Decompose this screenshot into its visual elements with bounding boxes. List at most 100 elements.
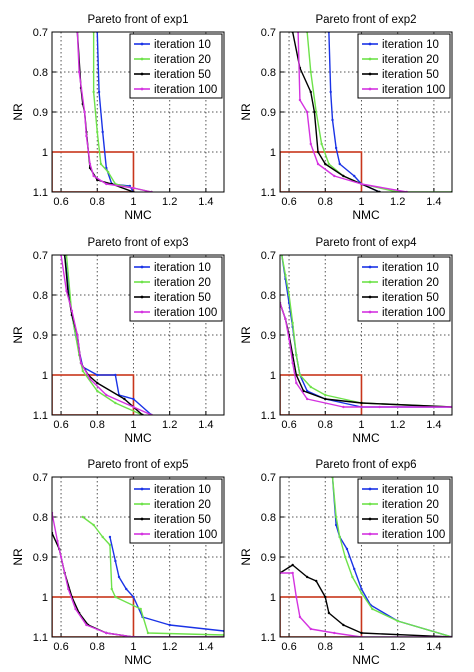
legend-marker (140, 72, 144, 76)
x-tick-label: 0.8 (90, 419, 105, 431)
data-point (295, 353, 298, 357)
data-point (88, 162, 92, 166)
legend-marker (140, 517, 144, 521)
data-point (81, 369, 84, 373)
data-point (295, 595, 298, 599)
data-point (123, 397, 126, 401)
data-point (65, 289, 68, 293)
data-point (96, 381, 99, 385)
data-point (56, 539, 59, 543)
x-axis-label: NMC (124, 208, 152, 222)
data-point (83, 110, 86, 114)
legend: iteration 10 iteration 20 iteration 50 iter… (357, 33, 451, 99)
legend-marker (368, 517, 372, 521)
target-region-box (280, 596, 363, 637)
data-point (291, 563, 294, 567)
data-point (342, 405, 345, 409)
data-point (305, 397, 309, 401)
legend-marker (368, 280, 372, 284)
data-point (97, 90, 101, 94)
data-point (139, 607, 142, 611)
data-point (168, 623, 171, 627)
data-point (324, 162, 327, 166)
legend-marker (368, 87, 372, 91)
legend-label: iteration 50 (154, 69, 211, 81)
data-point (324, 397, 327, 401)
data-point (77, 70, 81, 74)
legend-label: iteration 50 (382, 69, 439, 81)
legend-marker (140, 57, 144, 61)
data-point (101, 535, 104, 539)
x-tick-label: 0.8 (90, 641, 105, 653)
legend-marker (368, 532, 372, 536)
x-tick-label: 1 (130, 641, 136, 653)
data-point (287, 337, 291, 341)
data-point (85, 623, 88, 627)
data-point (108, 535, 112, 539)
target-region-box (52, 374, 135, 415)
y-tick-label: 0.8 (261, 67, 276, 79)
data-point (320, 142, 323, 146)
x-axis-label: NMC (352, 653, 380, 667)
legend-label: iteration 20 (154, 277, 211, 289)
data-point (313, 110, 316, 114)
chart-title: Pareto front of exp3 (87, 237, 188, 249)
data-point (360, 401, 363, 405)
data-point (59, 555, 63, 559)
legend-label: iteration 100 (154, 529, 217, 541)
data-point (146, 631, 150, 635)
y-axis-label: NR (11, 326, 25, 344)
legend-label: iteration 50 (154, 292, 211, 304)
data-point (329, 90, 332, 94)
axes-frame (51, 31, 225, 193)
x-tick-label: 1.4 (198, 419, 213, 431)
legend-label: iteration 100 (382, 529, 445, 541)
y-tick-label: 0.7 (33, 472, 48, 484)
x-axis-label: NMC (352, 431, 380, 445)
data-point (132, 397, 135, 401)
data-point (67, 587, 70, 591)
data-point (360, 587, 363, 591)
legend-marker (368, 310, 372, 314)
y-tick-label: 1 (42, 147, 48, 159)
x-tick-label: 1 (358, 196, 364, 208)
data-point (125, 587, 128, 591)
data-point (343, 555, 347, 559)
chart-title: Pareto front of exp1 (87, 14, 188, 26)
legend-label: iteration 20 (154, 54, 211, 66)
x-tick-label: 1.2 (390, 419, 405, 431)
y-axis-label: NR (239, 548, 253, 566)
target-region-box (52, 151, 135, 192)
x-tick-label: 1.2 (162, 196, 177, 208)
data-point (291, 321, 294, 325)
data-point (360, 182, 363, 186)
x-tick-label: 0.6 (53, 419, 68, 431)
data-point (291, 361, 294, 365)
data-point (114, 373, 117, 377)
y-axis-label: NR (11, 548, 25, 566)
data-point (324, 595, 327, 599)
y-tick-label: 0.8 (33, 290, 48, 302)
y-tick-label: 0.9 (261, 330, 276, 342)
data-point (378, 405, 381, 409)
y-tick-label: 0.9 (33, 107, 48, 119)
legend-marker (140, 265, 144, 269)
data-point (96, 130, 99, 134)
data-point (88, 377, 92, 381)
data-point (353, 567, 356, 571)
chart-title: Pareto front of exp5 (87, 459, 188, 471)
x-tick-label: 0.6 (281, 641, 296, 653)
legend-label: iteration 10 (382, 262, 439, 274)
x-tick-label: 0.8 (90, 196, 105, 208)
y-tick-label: 1.1 (33, 187, 48, 199)
legend: iteration 10 iteration 20 iteration 50 iter… (357, 256, 451, 322)
x-tick-label: 1 (358, 641, 364, 653)
data-point (353, 174, 356, 178)
data-point (295, 373, 298, 377)
legend-marker (140, 280, 144, 284)
legend-marker (140, 310, 144, 314)
